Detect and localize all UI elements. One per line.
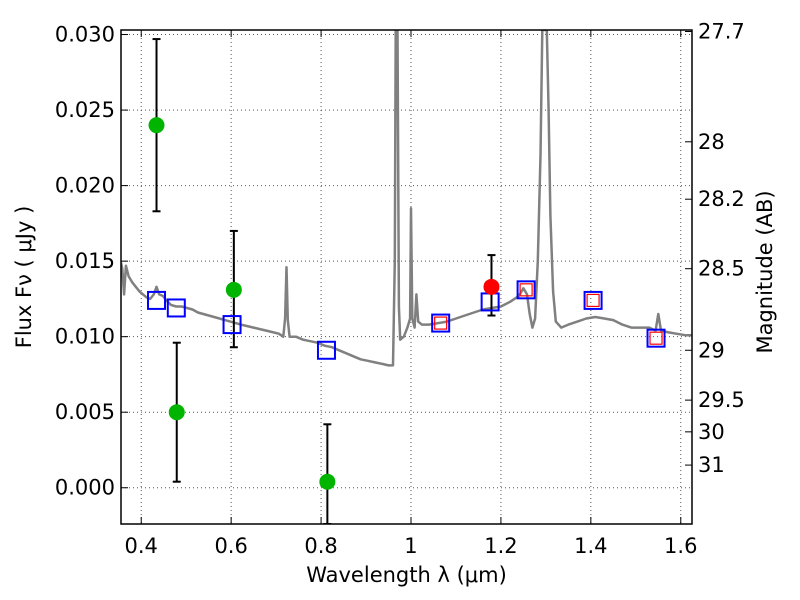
model-point-square (316, 340, 336, 360)
grid (121, 30, 692, 524)
y-tick-label: 0.015 (55, 249, 115, 273)
model-point-inner-square (586, 293, 600, 308)
plot-frame (120, 29, 693, 525)
observed-point (225, 281, 242, 298)
y2-tick-label: 27.7 (698, 20, 745, 44)
y2-axis-label: Magnitude (AB) (753, 190, 777, 353)
y2-tick-label: 28.5 (698, 257, 745, 281)
ticks: 0.4 0.6 0.8 1 1.2 1.4 1.6 0.000 0.005 0.010 0.015 0… (55, 20, 745, 558)
x-tick-label: 1.4 (574, 534, 607, 558)
x-tick-label: 0.4 (125, 534, 158, 558)
y2-tick-label: 31 (698, 453, 725, 477)
x-axis-label: Wavelength λ (μm) (306, 563, 507, 587)
model-point-square (431, 313, 451, 333)
model-point-inner-square (649, 331, 663, 345)
y2-tick-label: 30 (698, 420, 725, 444)
model-point-square (646, 328, 666, 348)
y-tick-label: 0.030 (55, 23, 115, 47)
x-tick-label: 0.6 (214, 534, 247, 558)
x-tick-label: 1 (404, 534, 417, 558)
y-tick-label: 0.005 (55, 400, 115, 424)
plot-area (121, 30, 692, 524)
model-point-square (516, 280, 536, 300)
model-point-square (222, 315, 242, 335)
y-tick-label: 0.025 (55, 98, 115, 122)
spectrum-line (121, 30, 692, 367)
y-tick-label: 0.010 (55, 325, 115, 349)
y2-tick-label: 28.2 (698, 187, 745, 211)
observed-point (319, 473, 336, 490)
y-tick-label: 0.020 (55, 174, 115, 198)
y2-tick-label: 29.5 (698, 388, 745, 412)
y2-tick-label: 29 (698, 338, 725, 362)
observed-point (168, 404, 185, 421)
y-tick-label: 0.000 (55, 476, 115, 500)
model-point-square (166, 298, 186, 318)
observed-point (483, 278, 500, 295)
model-point-inner-square (519, 283, 533, 297)
model-point-square (583, 290, 603, 310)
model-point-square (147, 290, 167, 310)
x-tick-label: 1.6 (664, 534, 697, 558)
y-axis-label: Flux Fν ( μJy ) (12, 206, 36, 349)
x-tick-label: 1.2 (484, 534, 517, 558)
y2-tick-label: 28 (698, 130, 725, 154)
model-point-inner-square (434, 316, 448, 330)
x-tick-label: 0.8 (304, 534, 337, 558)
observed-point (148, 117, 165, 134)
